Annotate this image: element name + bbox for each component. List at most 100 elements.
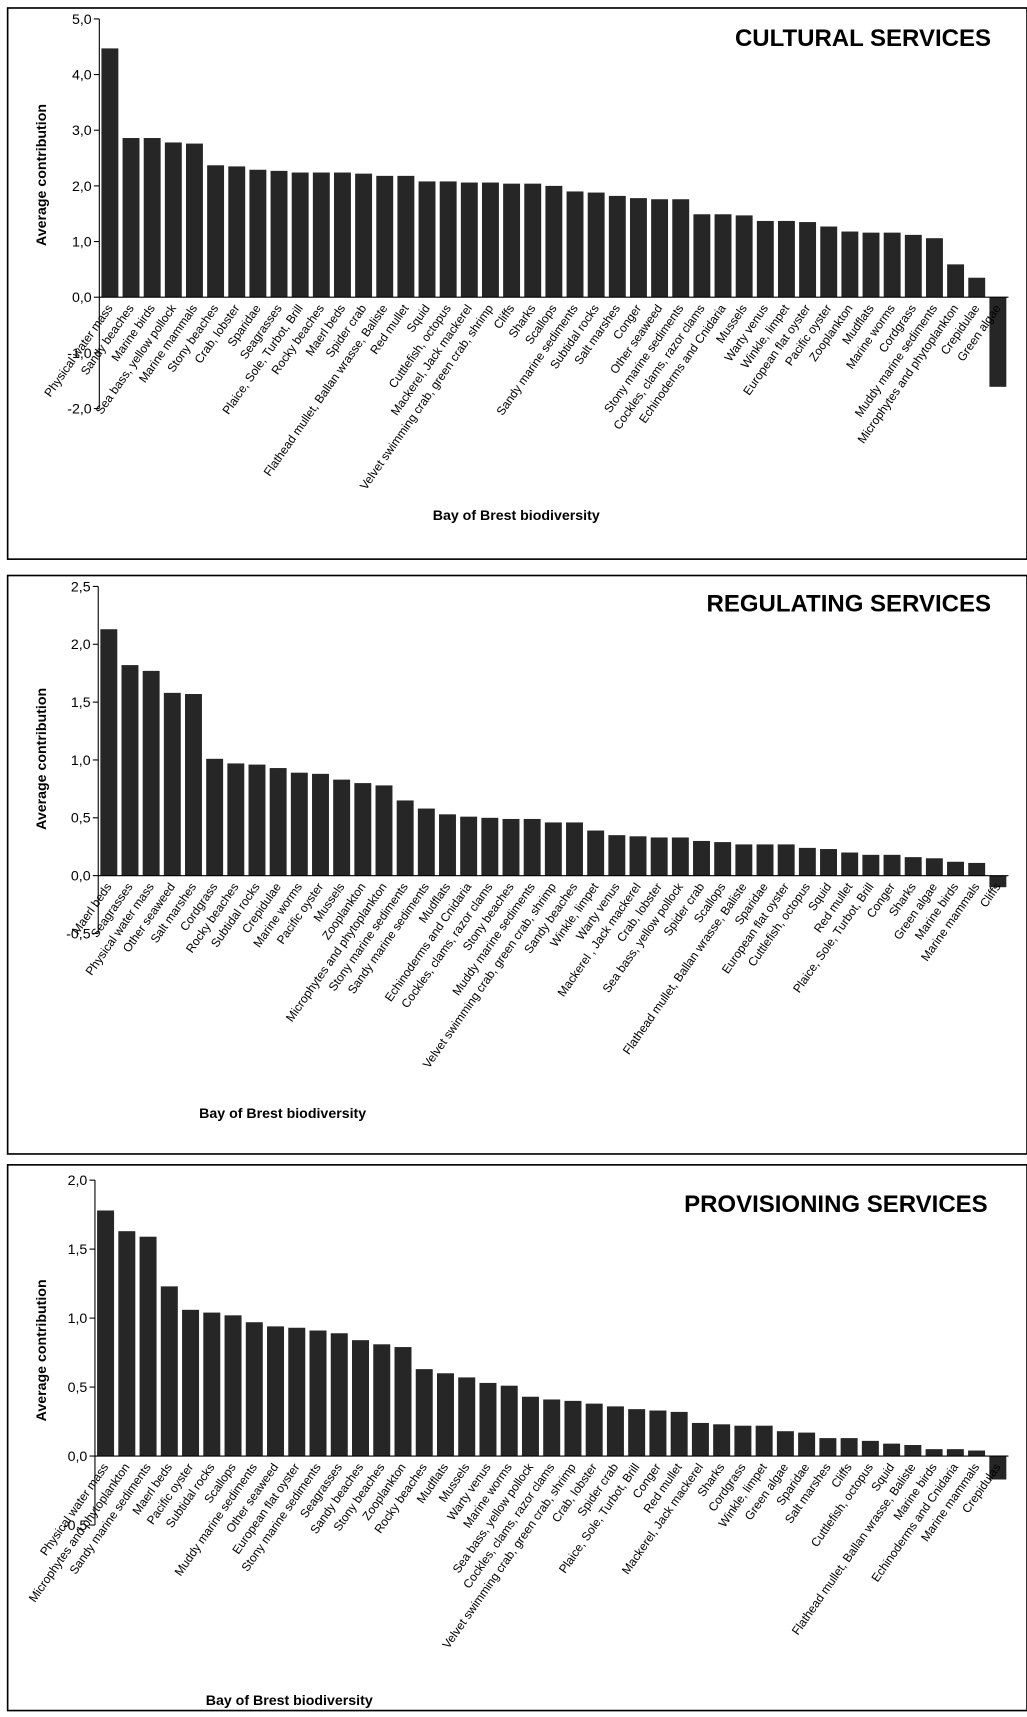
bar <box>500 1385 518 1457</box>
y-tick-label: -1,0 <box>67 346 92 362</box>
bar <box>523 818 541 876</box>
y-tick-label: 1,5 <box>71 695 91 711</box>
bar <box>163 692 181 876</box>
bar <box>925 1449 943 1457</box>
bar <box>185 694 202 876</box>
bar <box>693 214 711 298</box>
y-tick-label: 1,0 <box>72 234 92 250</box>
y-tick-label: -0,5 <box>66 926 91 942</box>
bar <box>139 1236 157 1457</box>
y-tick-label: 1,0 <box>68 1311 88 1327</box>
bar <box>755 1425 773 1457</box>
bar <box>97 1210 115 1457</box>
bar <box>521 1396 539 1457</box>
bar <box>269 768 287 876</box>
y-axis-label: Average contribution <box>34 688 50 830</box>
bar <box>355 173 373 298</box>
bar <box>629 198 647 298</box>
bar <box>227 763 245 876</box>
bar <box>651 199 669 298</box>
bar <box>330 1333 348 1457</box>
bar <box>228 166 246 298</box>
y-tick-label: 2,0 <box>72 179 92 195</box>
bar <box>186 143 203 298</box>
bar <box>968 1450 986 1457</box>
bar <box>691 1422 709 1457</box>
bar <box>207 165 225 298</box>
chart-title: PROVISIONING SERVICES <box>684 1191 988 1218</box>
bar <box>333 779 351 876</box>
bar <box>270 170 288 298</box>
panel-frame <box>6 1164 1027 1712</box>
bar <box>841 231 859 298</box>
bar <box>629 836 647 876</box>
bar <box>502 818 520 876</box>
bar <box>460 816 478 876</box>
bar <box>503 183 521 298</box>
bar <box>375 785 393 876</box>
bar <box>312 172 330 298</box>
chart-title: REGULATING SERVICES <box>706 591 990 618</box>
y-axis-label: Average contribution <box>34 1279 50 1421</box>
y-tick-label: 0,5 <box>71 811 91 827</box>
bar <box>904 857 922 876</box>
y-tick-label: 0,0 <box>71 869 91 885</box>
bar <box>564 1400 582 1457</box>
bar <box>481 182 499 298</box>
bar <box>735 844 753 876</box>
bar <box>481 817 499 876</box>
bar <box>925 238 943 298</box>
bar <box>118 1231 136 1457</box>
bar <box>418 181 436 298</box>
bar <box>309 1330 327 1457</box>
bar <box>585 1403 603 1457</box>
bar <box>160 1286 178 1457</box>
bar <box>840 1438 858 1457</box>
bar <box>947 861 964 876</box>
bar <box>224 1315 242 1457</box>
y-tick-label: -0,5 <box>63 1518 88 1534</box>
bar <box>798 847 816 876</box>
bar <box>396 800 414 876</box>
bar <box>989 297 1007 387</box>
bar <box>649 1410 667 1457</box>
bar <box>968 277 986 298</box>
bar <box>394 1347 412 1457</box>
bar <box>628 1409 646 1457</box>
bar <box>373 1344 391 1457</box>
bar <box>267 1326 285 1457</box>
bar <box>182 1309 200 1457</box>
chart-title: CULTURAL SERVICES <box>735 25 991 52</box>
bar <box>820 849 837 876</box>
bar <box>883 232 901 298</box>
y-axis-label: Average contribution <box>34 104 50 246</box>
bar <box>756 844 774 876</box>
bar <box>290 772 308 876</box>
y-tick-label: 1,5 <box>68 1242 88 1258</box>
bar <box>819 1438 837 1457</box>
bar <box>925 858 943 876</box>
bar <box>142 670 160 876</box>
bar <box>672 199 690 298</box>
bar <box>608 835 626 876</box>
bar <box>436 1373 454 1457</box>
bar <box>883 854 901 876</box>
bar <box>164 142 182 298</box>
bar <box>206 758 224 876</box>
bar <box>777 220 795 298</box>
bar <box>606 1406 624 1457</box>
bar <box>439 181 457 298</box>
bar <box>415 1369 433 1457</box>
y-tick-label: 5,0 <box>72 12 92 28</box>
bar <box>439 814 456 876</box>
bar <box>352 1340 369 1457</box>
bar <box>989 1456 1007 1480</box>
bar <box>608 195 626 298</box>
y-tick-label: 1,0 <box>71 753 91 769</box>
bar <box>417 808 435 876</box>
bar <box>841 852 859 876</box>
bar <box>776 1431 794 1457</box>
bar <box>121 665 139 876</box>
bar <box>650 837 668 876</box>
bar <box>479 1382 497 1457</box>
